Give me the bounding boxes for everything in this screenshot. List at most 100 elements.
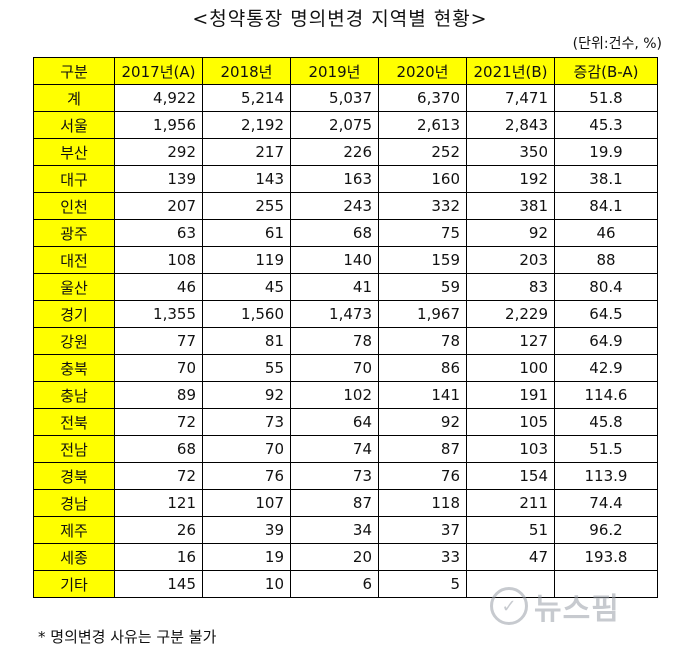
count-cell: 70: [202, 435, 291, 463]
table-row: 제주 26 39 34 37 51 96.2: [33, 516, 658, 544]
change-rate-cell: 51.8: [554, 84, 658, 112]
change-rate-cell: 64.9: [554, 327, 658, 355]
footnote: * 명의변경 사유는 구분 불가: [38, 628, 217, 646]
region-cell: 인천: [33, 192, 115, 220]
count-cell: 92: [202, 381, 291, 409]
count-cell: 102: [290, 381, 379, 409]
table-row: 충북 70 55 70 86 100 42.9: [33, 354, 658, 382]
count-cell: 86: [378, 354, 467, 382]
count-cell: 5,214: [202, 84, 291, 112]
count-cell: 63: [114, 219, 203, 247]
change-rate-cell: 74.4: [554, 489, 658, 517]
count-cell: 75: [378, 219, 467, 247]
count-cell: 76: [378, 462, 467, 490]
count-cell: 103: [466, 435, 555, 463]
change-rate-cell: 64.5: [554, 300, 658, 328]
region-cell: 경남: [33, 489, 115, 517]
count-cell: 1,473: [290, 300, 379, 328]
count-cell: 207: [114, 192, 203, 220]
region-cell: 계: [33, 84, 115, 112]
table-row: 계 4,922 5,214 5,037 6,370 7,471 51.8: [33, 84, 658, 112]
change-rate-cell: 193.8: [554, 543, 658, 571]
count-cell: 163: [290, 165, 379, 193]
count-cell: 1,956: [114, 111, 203, 139]
change-rate-cell: 19.9: [554, 138, 658, 166]
table-row: 인천 207 255 243 332 381 84.1: [33, 192, 658, 220]
count-cell: 211: [466, 489, 555, 517]
count-cell: 77: [114, 327, 203, 355]
count-cell: 143: [202, 165, 291, 193]
count-cell: 192: [466, 165, 555, 193]
count-cell: 41: [290, 273, 379, 301]
count-cell: 78: [378, 327, 467, 355]
count-cell: 100: [466, 354, 555, 382]
table-row: 광주 63 61 68 75 92 46: [33, 219, 658, 247]
count-cell: 1,967: [378, 300, 467, 328]
count-cell: 5,037: [290, 84, 379, 112]
region-cell: 광주: [33, 219, 115, 247]
region-cell: 울산: [33, 273, 115, 301]
change-rate-cell: 45.8: [554, 408, 658, 436]
count-cell: 74: [290, 435, 379, 463]
table-row: 부산 292 217 226 252 350 19.9: [33, 138, 658, 166]
count-cell: 70: [290, 354, 379, 382]
table-row: 대구 139 143 163 160 192 38.1: [33, 165, 658, 193]
table-row: 대전 108 119 140 159 203 88: [33, 246, 658, 274]
count-cell: 33: [378, 543, 467, 571]
region-cell: 대구: [33, 165, 115, 193]
count-cell: 2,613: [378, 111, 467, 139]
count-cell: 105: [466, 408, 555, 436]
count-cell: 26: [114, 516, 203, 544]
region-cell: 전북: [33, 408, 115, 436]
count-cell: 51: [466, 516, 555, 544]
count-cell: 141: [378, 381, 467, 409]
count-cell: 72: [114, 462, 203, 490]
column-header-2017: 2017년(A): [114, 57, 203, 85]
count-cell: 64: [290, 408, 379, 436]
count-cell: 160: [378, 165, 467, 193]
table-row: 전남 68 70 74 87 103 51.5: [33, 435, 658, 463]
count-cell: 34: [290, 516, 379, 544]
count-cell: 350: [466, 138, 555, 166]
count-cell: 159: [378, 246, 467, 274]
table-row: 충남 89 92 102 141 191 114.6: [33, 381, 658, 409]
region-cell: 충북: [33, 354, 115, 382]
count-cell: 6: [290, 570, 379, 598]
count-cell: 10: [202, 570, 291, 598]
count-cell: 121: [114, 489, 203, 517]
column-header-2021: 2021년(B): [466, 57, 555, 85]
unit-label: (단위:건수, %): [572, 36, 662, 52]
count-cell: 7,471: [466, 84, 555, 112]
column-header-change: 증감(B-A): [554, 57, 658, 85]
count-cell: 203: [466, 246, 555, 274]
count-cell: 47: [466, 543, 555, 571]
count-cell: 4,922: [114, 84, 203, 112]
header-row: 구분 2017년(A) 2018년 2019년 2020년 2021년(B) 증…: [33, 57, 658, 85]
watermark: ✓ 뉴스핌: [490, 584, 620, 628]
count-cell: 16: [114, 543, 203, 571]
count-cell: 252: [378, 138, 467, 166]
region-cell: 제주: [33, 516, 115, 544]
change-rate-cell: 38.1: [554, 165, 658, 193]
count-cell: 81: [202, 327, 291, 355]
count-cell: 78: [290, 327, 379, 355]
count-cell: 46: [114, 273, 203, 301]
table-body: 계 4,922 5,214 5,037 6,370 7,471 51.8 서울 1,956 2,1…: [33, 84, 658, 598]
count-cell: 2,229: [466, 300, 555, 328]
change-rate-cell: [554, 570, 658, 598]
count-cell: 108: [114, 246, 203, 274]
table-row: 세종 16 19 20 33 47 193.8: [33, 543, 658, 571]
count-cell: 243: [290, 192, 379, 220]
region-cell: 부산: [33, 138, 115, 166]
count-cell: 92: [466, 219, 555, 247]
count-cell: 76: [202, 462, 291, 490]
count-cell: 61: [202, 219, 291, 247]
table-row: 강원 77 81 78 78 127 64.9: [33, 327, 658, 355]
newspim-logo-icon: ✓: [490, 587, 528, 625]
change-rate-cell: 45.3: [554, 111, 658, 139]
region-cell: 전남: [33, 435, 115, 463]
count-cell: 68: [290, 219, 379, 247]
count-cell: 72: [114, 408, 203, 436]
count-cell: 83: [466, 273, 555, 301]
change-rate-cell: 114.6: [554, 381, 658, 409]
